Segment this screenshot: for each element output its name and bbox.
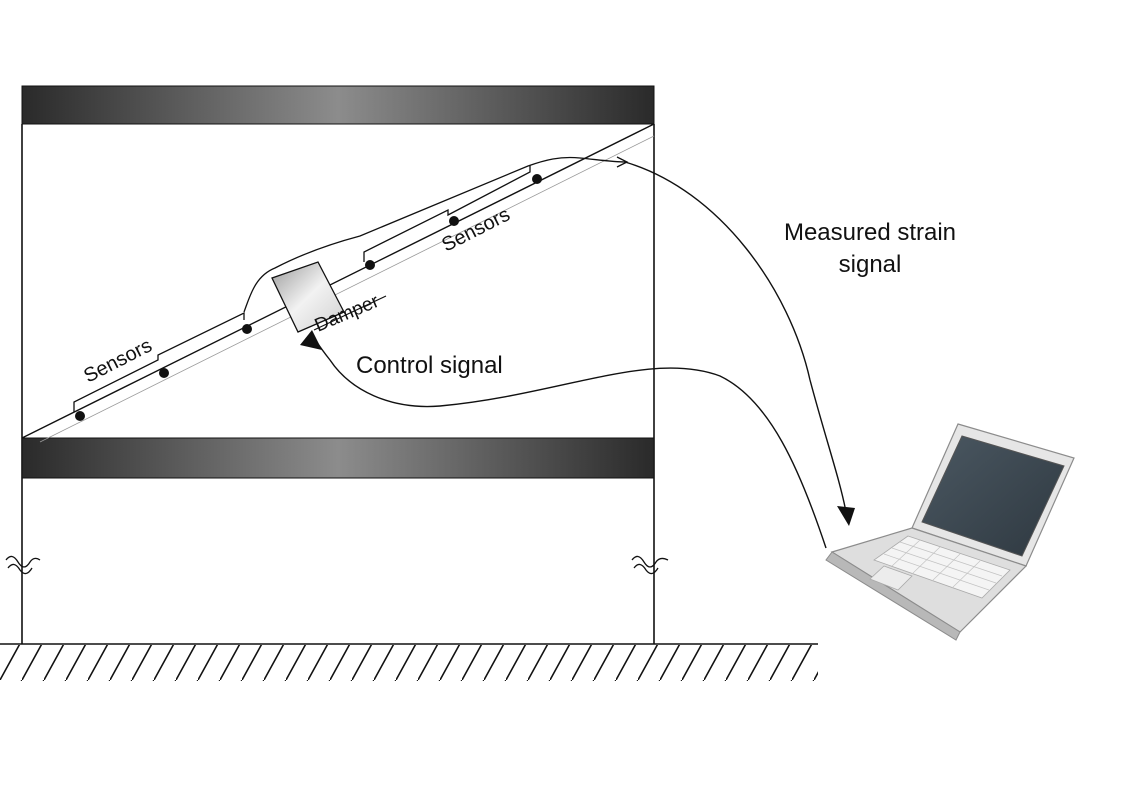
damper-leader [313, 295, 387, 331]
column-break-left-icon [5, 555, 41, 575]
sensor-1 [75, 411, 85, 421]
diagonal-brace-edge [39, 135, 655, 443]
ground-hatch [0, 645, 818, 681]
sensor-4 [365, 260, 375, 270]
measured-strain-label-line1: Measured strain [784, 219, 956, 246]
measured-strain-label-line2: signal [839, 251, 902, 278]
measured-strain-curve [624, 161, 847, 513]
diagonal-brace [21, 123, 655, 439]
sensors-label-right: Sensors [438, 204, 513, 257]
column-break-right-icon [631, 555, 669, 575]
damper-box [271, 261, 345, 333]
sensor-wire [243, 156, 626, 313]
floor-beam [21, 437, 655, 479]
laptop-icon [825, 423, 1075, 641]
control-signal-arrow-icon [300, 330, 322, 350]
measured-strain-arrow-icon [837, 506, 855, 526]
sensor-3 [242, 324, 252, 334]
top-beam [21, 85, 655, 125]
sensor-2 [159, 368, 169, 378]
control-signal-curve [313, 337, 827, 549]
sensor-5 [449, 216, 459, 226]
control-signal-label: Control signal [356, 352, 503, 379]
sensor-group-left [73, 311, 245, 412]
sensor-group-right [363, 165, 531, 262]
sensor-6 [532, 174, 542, 184]
